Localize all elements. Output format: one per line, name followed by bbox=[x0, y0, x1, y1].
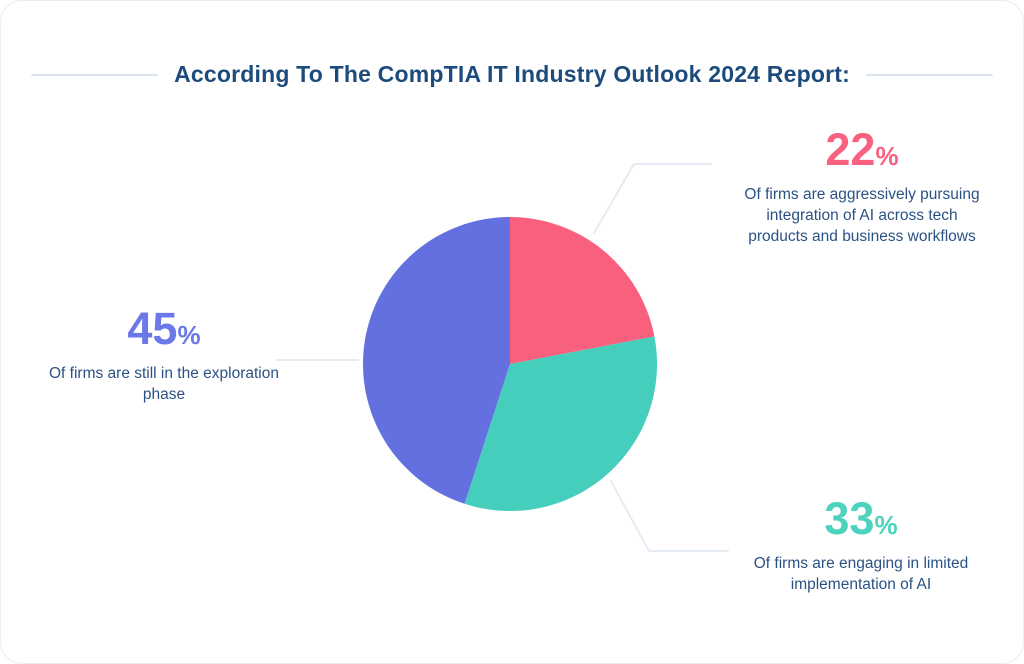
callout-description: Of firms are engaging in limited impleme… bbox=[753, 555, 969, 593]
callout-description: Of firms are still in the exploration ph… bbox=[48, 365, 279, 403]
pie-slices bbox=[362, 216, 658, 512]
connector-line-33pct bbox=[610, 480, 729, 552]
pie-slice-33pct bbox=[464, 336, 658, 512]
callout-aggressive-integration: 22% Of firms are aggressively pursuing i… bbox=[742, 127, 982, 247]
percent-sign: % bbox=[177, 320, 201, 350]
percent-value: 22 bbox=[825, 124, 876, 175]
title-rule-right bbox=[865, 73, 993, 76]
title-rule-left bbox=[31, 73, 159, 76]
connector-line-22pct bbox=[593, 163, 712, 234]
percent-value: 45 bbox=[127, 303, 178, 354]
percent-sign: % bbox=[874, 510, 898, 540]
percent-33: 33% bbox=[746, 496, 976, 541]
callout-limited-implementation: 33% Of firms are engaging in limited imp… bbox=[746, 496, 976, 595]
percent-sign: % bbox=[875, 141, 899, 171]
percent-22: 22% bbox=[742, 127, 982, 172]
percent-45: 45% bbox=[44, 306, 284, 351]
title-row: According To The CompTIA IT Industry Out… bbox=[31, 61, 993, 88]
pie-slice-45pct bbox=[362, 216, 510, 504]
percent-value: 33 bbox=[824, 493, 875, 544]
page-title: According To The CompTIA IT Industry Out… bbox=[174, 61, 850, 87]
callout-description: Of firms are aggressively pursuing integ… bbox=[744, 186, 980, 245]
pie-slice-22pct bbox=[510, 217, 655, 364]
callout-exploration-phase: 45% Of firms are still in the exploratio… bbox=[44, 306, 284, 405]
